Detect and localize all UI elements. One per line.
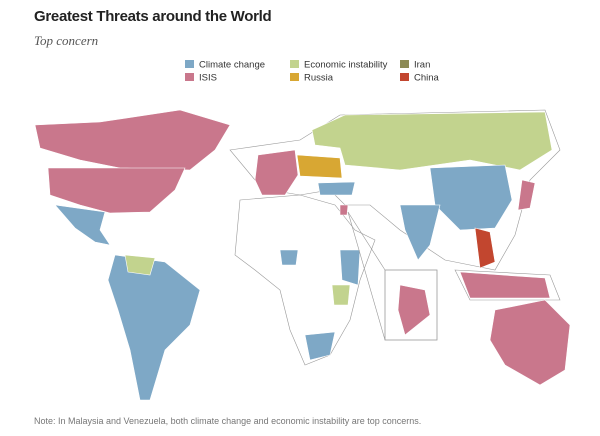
legend-label: Climate change xyxy=(199,60,265,71)
turkey xyxy=(317,181,356,196)
canada xyxy=(34,109,231,171)
east-africa xyxy=(339,249,361,286)
subtitle: Top concern xyxy=(34,33,99,48)
title: Greatest Threats around the World xyxy=(34,8,272,25)
australia xyxy=(489,299,571,386)
venezuela xyxy=(124,254,156,276)
legend-swatch xyxy=(400,60,409,68)
inset-leader xyxy=(347,211,386,271)
legend-label: Economic instability xyxy=(304,60,388,71)
indonesia xyxy=(459,271,551,299)
japan xyxy=(517,179,536,211)
legend-swatch xyxy=(290,60,299,68)
africa xyxy=(234,194,376,366)
zambia xyxy=(331,284,351,306)
inset-jordan xyxy=(397,284,431,336)
legend-label: Iran xyxy=(414,60,430,71)
mexico xyxy=(54,204,111,246)
legend-swatch xyxy=(185,60,194,68)
russia xyxy=(311,111,553,171)
countries xyxy=(34,109,571,401)
vietnam xyxy=(474,227,496,269)
western-europe xyxy=(254,149,299,196)
note: Note: In Malaysia and Venezuela, both cl… xyxy=(34,416,422,426)
south-africa xyxy=(304,331,336,361)
legend: Climate change Economic instability Iran IS… xyxy=(185,60,440,84)
legend-label: ISIS xyxy=(199,73,217,84)
legend-swatch xyxy=(185,73,194,81)
india xyxy=(399,204,441,261)
inset-leader xyxy=(347,211,386,341)
south-america xyxy=(107,254,201,401)
legend-label: China xyxy=(414,73,440,84)
usa xyxy=(47,167,186,214)
legend-swatch xyxy=(400,73,409,81)
ukraine-poland xyxy=(296,154,343,179)
nigeria xyxy=(279,249,299,266)
legend-swatch xyxy=(290,73,299,81)
jordan xyxy=(339,204,349,216)
legend-label: Russia xyxy=(304,73,334,84)
